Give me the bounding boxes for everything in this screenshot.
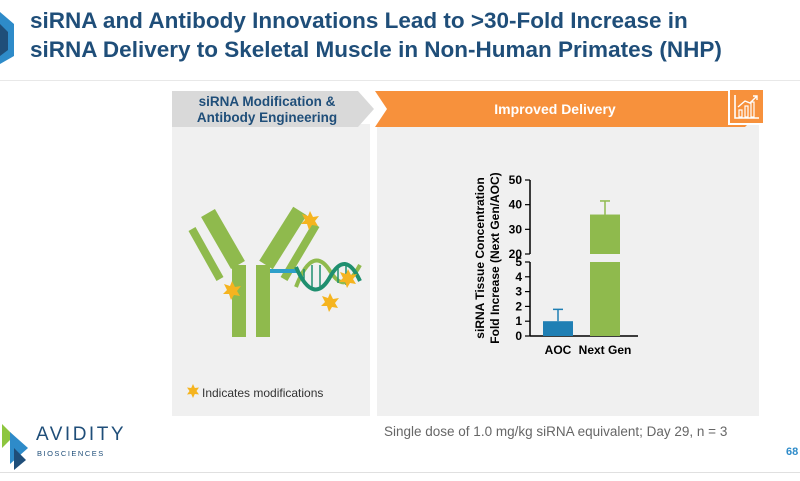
y-tick-label: 30 (509, 222, 523, 236)
page-number: 68 (786, 446, 799, 458)
star-burst-icon (187, 384, 199, 398)
bar (590, 214, 620, 254)
title-divider (0, 80, 800, 81)
antibody-sirna-conjugate-icon (188, 206, 362, 337)
y-tick-label: 40 (509, 198, 523, 212)
bar (543, 321, 573, 336)
delivery-panel (377, 124, 759, 416)
legend-label: Indicates modifications (202, 386, 324, 400)
x-tick-label: AOC (545, 343, 572, 357)
y-tick-label: 50 (509, 173, 523, 187)
y-tick-label: 20 (509, 247, 523, 261)
step-chevron-delivery (375, 91, 763, 127)
y-axis-label-line: Fold Increase (Next Gen/AOC) (488, 172, 502, 343)
footer-rule (0, 472, 800, 473)
title-accent-icon (0, 12, 14, 64)
page-title: siRNA and Antibody Innovations Lead to >… (30, 6, 795, 64)
footnote: Single dose of 1.0 mg/kg siRNA equivalen… (384, 424, 728, 439)
title-line-2: siRNA Delivery to Skeletal Muscle in Non… (30, 37, 722, 62)
step-label-delivery: Improved Delivery (494, 101, 616, 117)
logo-name: AVIDITY (36, 424, 126, 445)
title-line-1: siRNA and Antibody Innovations Lead to >… (30, 8, 688, 33)
y-tick-label: 5 (515, 255, 522, 269)
y-tick-label: 4 (515, 270, 522, 284)
step-chevron-modification (172, 91, 374, 127)
y-axis-label-line: siRNA Tissue Concentration (473, 177, 487, 338)
logo-subtitle: BIOSCIENCES (37, 449, 105, 458)
bar (590, 262, 620, 336)
fold-increase-chart: siRNA Tissue Concentration Fold Increase … (473, 172, 638, 357)
y-tick-label: 0 (515, 329, 522, 343)
y-tick-label: 3 (515, 285, 522, 299)
growth-chart-icon (728, 88, 765, 125)
avidity-logo-icon (2, 424, 28, 470)
y-tick-label: 1 (515, 314, 522, 328)
x-tick-label: Next Gen (579, 343, 632, 357)
y-tick-label: 2 (515, 299, 522, 313)
step-label-modification: siRNA Modification & Antibody Engineerin… (196, 94, 338, 125)
